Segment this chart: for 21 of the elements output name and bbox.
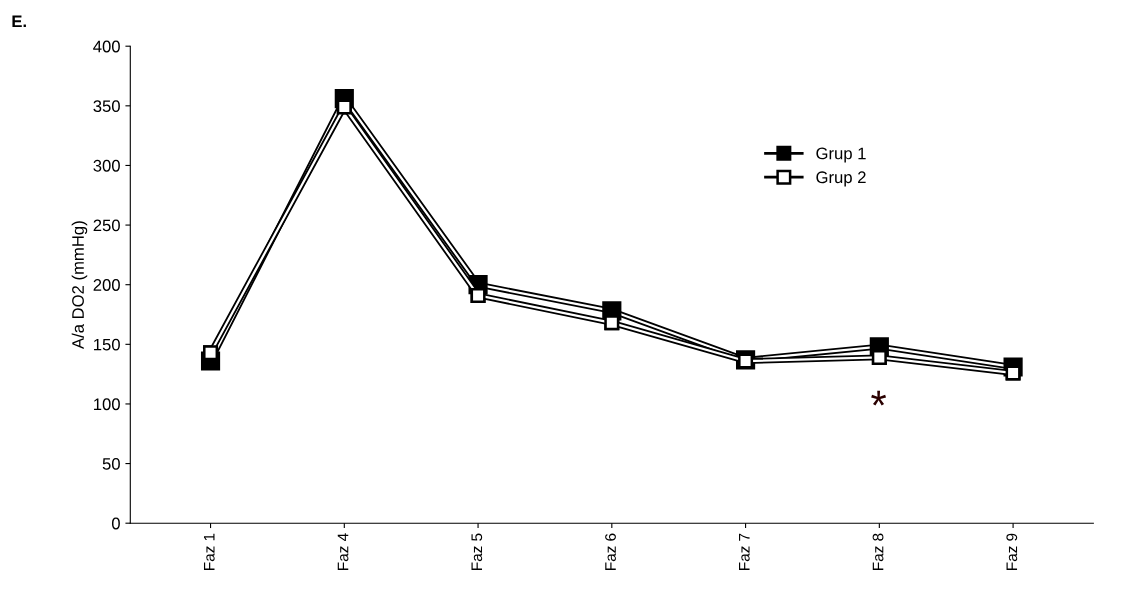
x-tick-label: Faz 1 <box>203 533 215 570</box>
annotation: * <box>871 390 887 406</box>
y-tick-label: 0 <box>111 517 120 530</box>
y-tick-label: 100 <box>94 398 120 411</box>
y-tick-label: 250 <box>93 219 120 232</box>
legend-label: Grup 2 <box>816 171 866 187</box>
x-tick-label: Faz 6 <box>605 533 616 570</box>
x-tick-label: Faz 7 <box>739 533 750 570</box>
legend-label: Grup 1 <box>816 147 866 163</box>
chart-title: E. <box>12 15 26 27</box>
x-tick-label: Faz 8 <box>872 533 884 570</box>
y-axis-title: A/a DO2 (mmHg) <box>71 221 88 350</box>
y-tick-label: 50 <box>102 457 120 470</box>
y-tick-label: 150 <box>94 338 120 351</box>
y-tick-label: 300 <box>93 159 120 172</box>
y-tick-label: 350 <box>93 100 120 113</box>
x-tick-label: Faz 4 <box>337 533 349 570</box>
y-tick-label: 400 <box>93 40 120 53</box>
x-tick-label: Faz 9 <box>1006 533 1018 570</box>
x-tick-label: Faz 5 <box>471 533 483 570</box>
y-tick-label: 200 <box>93 279 120 291</box>
